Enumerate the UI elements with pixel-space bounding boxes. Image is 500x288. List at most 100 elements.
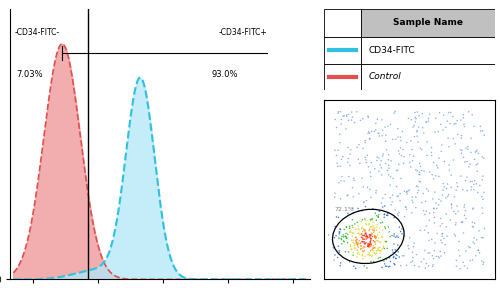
Point <box>342 225 350 229</box>
Point <box>444 119 452 124</box>
Point <box>395 211 403 215</box>
Point <box>352 235 360 240</box>
Point <box>353 109 361 114</box>
Point <box>440 185 448 189</box>
Point <box>400 229 408 233</box>
Point <box>435 174 443 179</box>
Point <box>424 189 432 193</box>
Point <box>362 160 370 165</box>
Point <box>324 233 332 237</box>
Point <box>378 118 386 122</box>
Point <box>371 166 379 171</box>
Point <box>346 259 354 264</box>
Point <box>352 242 360 246</box>
Point <box>340 239 348 244</box>
Point <box>432 173 440 178</box>
Point <box>336 230 344 234</box>
Point <box>342 225 350 229</box>
Point <box>462 249 470 253</box>
Point <box>448 206 456 210</box>
Point <box>372 235 380 240</box>
Point <box>413 134 421 139</box>
Point <box>382 161 390 166</box>
Point <box>361 233 369 238</box>
Point <box>441 242 449 247</box>
Point <box>435 156 443 160</box>
Point <box>396 255 404 259</box>
Point <box>338 174 346 179</box>
Point <box>344 156 352 161</box>
Point <box>343 193 351 198</box>
Point <box>468 112 476 117</box>
Point <box>450 209 458 214</box>
Point <box>444 182 452 186</box>
Point <box>397 176 405 181</box>
Point <box>354 157 362 162</box>
Point <box>372 191 380 195</box>
Point <box>365 228 373 233</box>
Point <box>364 244 372 249</box>
Point <box>468 207 476 211</box>
Point <box>386 196 394 200</box>
Point <box>468 258 476 262</box>
Point <box>360 200 368 204</box>
Point <box>397 139 405 143</box>
Point <box>371 252 379 256</box>
Point <box>388 193 396 197</box>
Point <box>442 212 450 216</box>
Point <box>452 221 460 225</box>
Point <box>366 240 374 245</box>
Point <box>349 225 357 230</box>
Point <box>439 128 447 132</box>
Point <box>460 112 468 117</box>
Point <box>370 250 378 254</box>
Point <box>426 170 434 174</box>
Point <box>361 245 369 249</box>
Point <box>438 234 446 238</box>
Point <box>344 112 352 117</box>
Point <box>364 244 372 249</box>
Point <box>456 253 464 258</box>
Point <box>431 130 439 134</box>
Point <box>344 193 352 197</box>
Point <box>374 213 382 217</box>
Point <box>453 204 461 208</box>
Point <box>336 230 344 234</box>
Point <box>373 222 381 227</box>
Point <box>422 120 430 124</box>
Point <box>418 200 426 205</box>
Point <box>366 170 374 175</box>
Point <box>366 236 374 241</box>
Point <box>366 253 374 258</box>
Point <box>358 232 366 236</box>
Point <box>412 195 420 200</box>
Point <box>358 249 366 253</box>
Point <box>402 263 410 268</box>
Point <box>366 240 374 245</box>
Point <box>348 247 356 252</box>
Point <box>479 235 487 240</box>
Point <box>367 233 375 238</box>
Point <box>450 195 458 199</box>
Point <box>373 158 381 163</box>
Point <box>356 247 364 252</box>
Point <box>460 124 468 129</box>
Point <box>370 244 378 248</box>
Point <box>392 137 400 141</box>
Point <box>422 209 430 213</box>
Point <box>478 194 486 199</box>
Point <box>359 146 367 151</box>
Point <box>396 229 404 234</box>
Point <box>460 155 468 160</box>
Point <box>354 227 362 231</box>
Point <box>425 238 433 243</box>
Point <box>354 245 362 249</box>
Point <box>408 198 416 202</box>
Point <box>360 239 368 244</box>
Point <box>392 168 400 173</box>
Point <box>370 129 378 134</box>
Point <box>355 192 363 196</box>
Point <box>399 253 407 258</box>
Point <box>396 263 404 268</box>
Point <box>458 151 466 156</box>
